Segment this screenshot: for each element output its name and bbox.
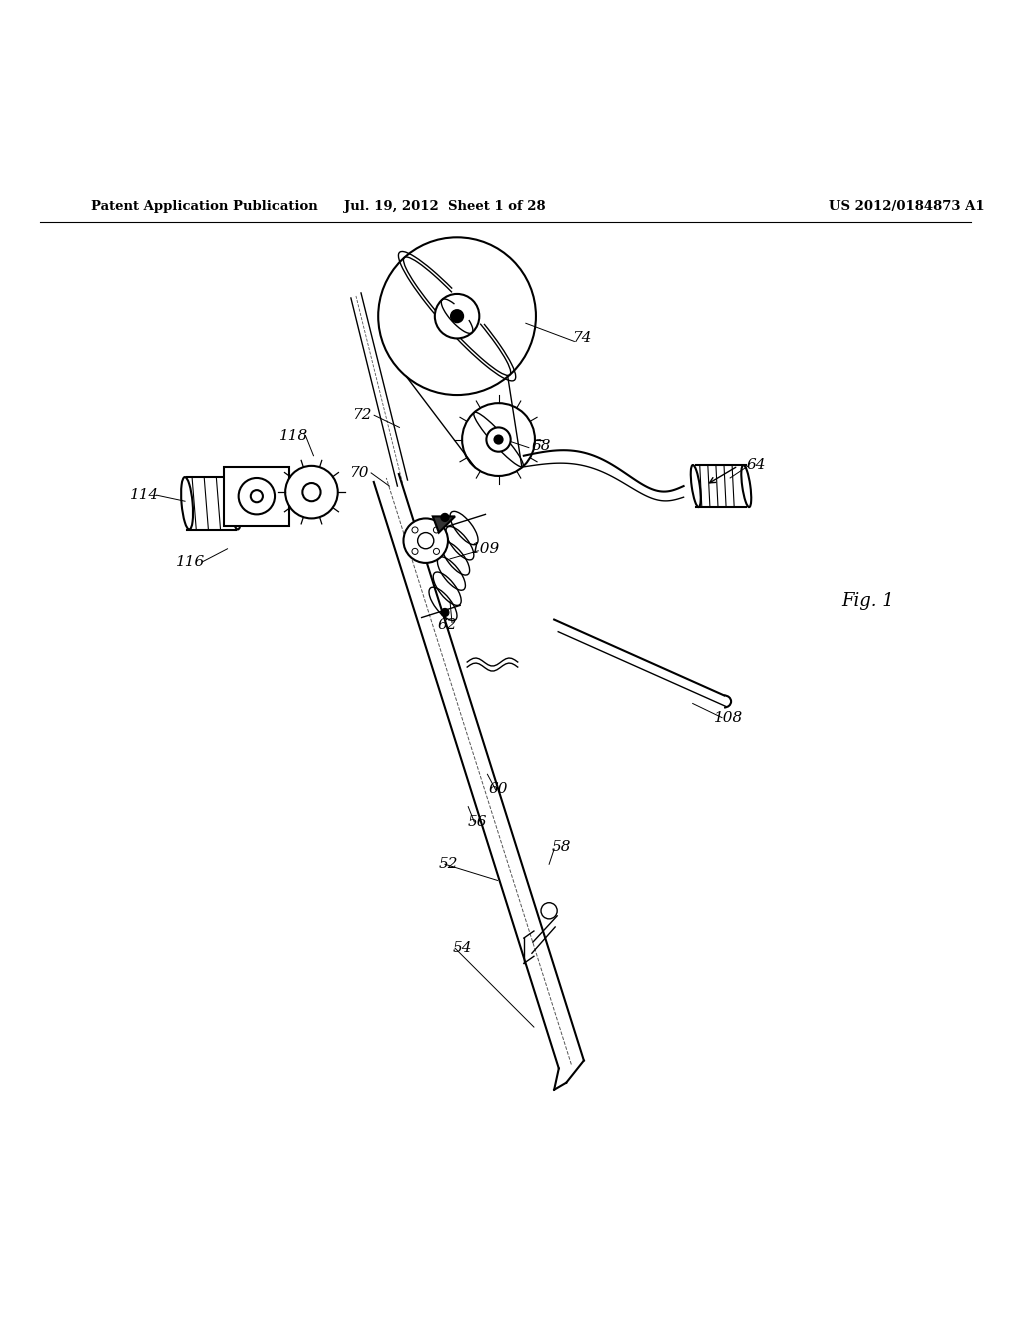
Text: Fig. 1: Fig. 1 — [842, 593, 894, 610]
Text: 74: 74 — [571, 331, 591, 346]
Circle shape — [451, 310, 463, 322]
Circle shape — [403, 519, 447, 562]
Text: Jul. 19, 2012  Sheet 1 of 28: Jul. 19, 2012 Sheet 1 of 28 — [344, 199, 546, 213]
Bar — [224, 467, 289, 525]
Ellipse shape — [691, 465, 700, 507]
Ellipse shape — [741, 465, 752, 507]
Text: 54: 54 — [453, 941, 472, 956]
Text: 114: 114 — [130, 488, 159, 502]
Text: 108: 108 — [714, 710, 742, 725]
Text: 64: 64 — [746, 458, 766, 471]
Text: 70: 70 — [349, 466, 369, 480]
Ellipse shape — [229, 477, 242, 529]
Circle shape — [285, 466, 338, 519]
Text: 56: 56 — [468, 814, 487, 829]
Text: US 2012/0184873 A1: US 2012/0184873 A1 — [829, 199, 985, 213]
Text: 72: 72 — [352, 408, 372, 422]
Circle shape — [239, 478, 275, 515]
Text: 68: 68 — [531, 438, 551, 453]
Text: 62: 62 — [437, 618, 457, 631]
Text: 118: 118 — [279, 429, 308, 442]
Text: 60: 60 — [488, 783, 508, 796]
Text: 52: 52 — [438, 857, 458, 871]
Circle shape — [495, 436, 503, 444]
Polygon shape — [433, 516, 455, 532]
Circle shape — [486, 428, 511, 451]
Text: 58: 58 — [552, 840, 571, 854]
Text: Patent Application Publication: Patent Application Publication — [91, 199, 317, 213]
Text: 116: 116 — [175, 554, 205, 569]
Circle shape — [435, 294, 479, 338]
Circle shape — [441, 513, 449, 521]
Ellipse shape — [181, 477, 194, 529]
Text: 109: 109 — [471, 541, 500, 556]
Circle shape — [441, 609, 449, 616]
